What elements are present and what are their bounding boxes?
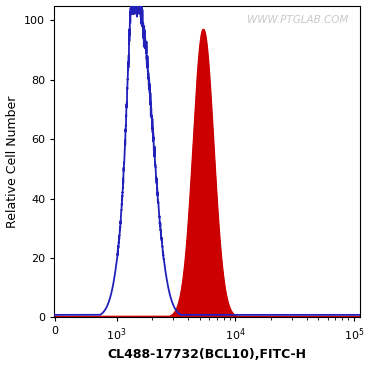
Y-axis label: Relative Cell Number: Relative Cell Number bbox=[6, 95, 18, 228]
Text: WWW.PTGLAB.COM: WWW.PTGLAB.COM bbox=[247, 15, 348, 25]
X-axis label: CL488-17732(BCL10),FITC-H: CL488-17732(BCL10),FITC-H bbox=[107, 348, 306, 361]
